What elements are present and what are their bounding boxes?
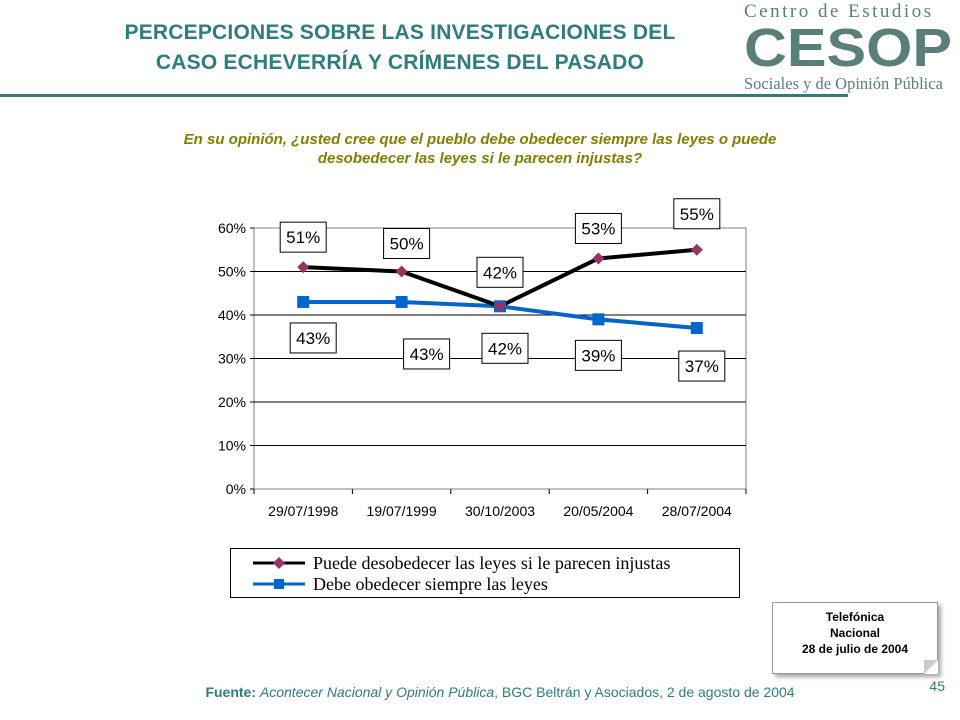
y-tick-label: 60% [218, 220, 246, 236]
note-line-2: Nacional [829, 626, 880, 640]
x-tick-label: 28/07/2004 [662, 503, 732, 519]
data-label-disobey-box [574, 212, 622, 244]
chart-legend: Puede desobedecer las leyes si le parece… [230, 548, 740, 598]
y-tick-label: 50% [218, 264, 246, 280]
note-line-3: 28 de julio de 2004 [801, 642, 909, 656]
data-point-diamond [690, 243, 703, 256]
data-label-obey: 39% [581, 346, 615, 365]
title-divider [0, 94, 848, 97]
data-label-obey-box [574, 339, 622, 371]
data-label-disobey: 50% [390, 235, 424, 254]
y-tick-label: 30% [218, 351, 246, 367]
x-tick-label: 30/10/2003 [465, 503, 535, 519]
data-point-diamond [297, 261, 310, 274]
data-label-disobey-box [476, 256, 524, 288]
data-point-square [395, 295, 408, 308]
title-line-2: CASO ECHEVERRÍA Y CRÍMENES DEL PASADO [155, 51, 645, 74]
source-label: Fuente: [205, 684, 256, 700]
legend-item-disobey: Puede desobedecer las leyes si le parece… [231, 552, 739, 574]
data-label-obey: 37% [685, 357, 719, 376]
data-label-obey-box [403, 338, 451, 370]
x-tick-label: 20/05/2004 [563, 503, 633, 519]
data-label-disobey: 55% [680, 205, 714, 224]
y-tick-label: 10% [218, 438, 246, 454]
data-label-disobey-box [279, 221, 327, 253]
data-point-square [690, 322, 703, 335]
data-point-diamond [494, 300, 506, 313]
logo-mark: CESOP [744, 18, 952, 78]
data-point-diamond [592, 252, 605, 265]
legend-label-disobey: Puede desobedecer las leyes si le parece… [313, 553, 671, 573]
data-label-disobey-box [673, 198, 721, 230]
data-label-disobey: 53% [581, 219, 615, 238]
question-line-2: desobedecer las leyes si le parecen inju… [317, 150, 643, 167]
data-label-obey-box [678, 350, 726, 382]
question-line-1: En su opinión, ¿usted cree que el pueblo… [183, 131, 777, 148]
data-label-disobey: 42% [483, 263, 517, 282]
y-tick-label: 20% [218, 394, 246, 410]
data-label-obey: 43% [410, 345, 444, 364]
data-point-square [592, 313, 605, 326]
x-tick-label: 19/07/1999 [367, 503, 437, 519]
data-label-disobey-box [383, 228, 431, 259]
line-chart: 0% 10% 20% 30% 40% 50% 60% 29/07/1998 19/07/1999… [218, 198, 747, 519]
data-point-diamond [395, 265, 408, 278]
survey-note: Telefónica Nacional 28 de julio de 2004 [772, 602, 938, 674]
survey-question: En su opinión, ¿usted cree que el pueblo… [90, 130, 870, 168]
y-tick-label: 40% [218, 307, 246, 323]
legend-item-obey: Debe obedecer siempre las leyes [231, 573, 739, 595]
source-publication: Acontecer Nacional y Opinión Pública [259, 684, 495, 700]
logo-bottom-text: Sociales y de Opinión Pública [744, 74, 944, 93]
source-details: , BGC Beltrán y Asociados, 2 de agosto d… [494, 684, 795, 700]
data-label-disobey: 51% [286, 228, 320, 247]
data-label-obey-box [481, 332, 529, 364]
slide-title: PERCEPCIONES SOBRE LAS INVESTIGACIONES D… [40, 18, 760, 78]
note-page-fold [924, 660, 938, 674]
note-line-1: Telefónica [825, 610, 885, 624]
legend-line-square-icon [253, 579, 305, 589]
cesop-logo: Centro de Estudios CESOP Sociales y de O… [744, 1, 952, 93]
source-citation: Fuente: Acontecer Nacional y Opinión Púb… [100, 684, 900, 700]
data-point-square [297, 295, 310, 308]
page-number: 45 [929, 678, 945, 694]
legend-label-obey: Debe obedecer siempre las leyes [313, 574, 548, 594]
data-label-obey: 43% [296, 329, 330, 348]
title-line-1: PERCEPCIONES SOBRE LAS INVESTIGACIONES D… [124, 21, 676, 44]
y-tick-label: 0% [226, 481, 246, 497]
data-label-obey: 42% [488, 339, 522, 358]
data-label-obey-box [289, 322, 337, 354]
legend-line-diamond-icon [253, 557, 305, 569]
x-tick-label: 29/07/1998 [268, 503, 338, 519]
logo-top-text: Centro de Estudios [744, 1, 934, 22]
